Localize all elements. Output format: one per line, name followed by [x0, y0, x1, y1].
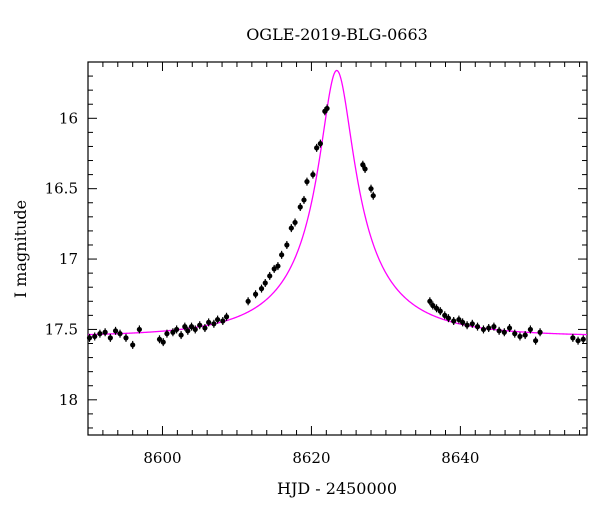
data-point: [245, 297, 251, 306]
data-point: [97, 329, 103, 338]
y-axis-label: I magnitude: [11, 200, 30, 298]
data-point: [197, 321, 203, 330]
data-point: [92, 332, 98, 341]
data-point: [486, 324, 492, 333]
data-point: [474, 322, 481, 331]
data-point: [506, 324, 513, 333]
data-point: [370, 191, 376, 200]
data-point: [107, 333, 113, 342]
data-point: [211, 319, 217, 328]
data-point: [182, 322, 188, 331]
data-point: [136, 325, 142, 334]
data-point: [86, 333, 93, 342]
data-point: [292, 218, 298, 227]
data-point: [262, 278, 268, 287]
data-point: [533, 336, 539, 345]
y-tick-label: 17: [59, 250, 78, 268]
x-axis-label: HJD - 2450000: [277, 479, 397, 498]
data-point: [117, 329, 123, 338]
data-point: [360, 160, 366, 169]
data-point: [570, 333, 576, 342]
data-point: [527, 325, 533, 334]
data-point: [427, 297, 433, 306]
data-point: [460, 318, 466, 327]
data-point: [512, 329, 518, 338]
chart-title: OGLE-2019-BLG-0663: [246, 25, 428, 44]
data-point: [156, 335, 163, 344]
data-point: [301, 195, 307, 204]
data-point: [252, 290, 259, 299]
data-point: [310, 170, 316, 179]
model-curve: [87, 69, 588, 336]
data-point: [288, 224, 294, 233]
data-point: [480, 325, 487, 334]
data-point: [491, 322, 497, 331]
data-point: [160, 338, 166, 347]
data-point: [522, 331, 528, 340]
plot-area: [87, 61, 588, 436]
data-point: [317, 139, 323, 148]
data-point: [123, 333, 129, 342]
data-point: [496, 326, 502, 335]
data-point: [433, 304, 440, 313]
data-point: [456, 315, 462, 324]
data-point: [258, 284, 265, 293]
data-point: [170, 328, 176, 337]
x-tick-label: 8600: [143, 449, 181, 467]
x-tick-label: 8640: [441, 449, 479, 467]
data-point: [442, 311, 448, 320]
plot-frame-rect: [87, 61, 588, 436]
data-point: [223, 312, 230, 321]
data-point: [575, 336, 581, 345]
data-point: [267, 271, 273, 280]
data-point: [445, 314, 452, 323]
data-point: [202, 324, 208, 333]
y-tick-label: 18: [59, 391, 78, 409]
data-point: [185, 326, 191, 335]
data-point: [517, 332, 523, 341]
data-point: [464, 321, 470, 330]
data-point: [362, 164, 368, 173]
data-point: [206, 318, 212, 327]
data-point: [580, 335, 586, 344]
y-tick-label: 17.5: [45, 320, 78, 338]
x-tick-label: 8620: [292, 449, 330, 467]
y-tick-label: 16: [59, 109, 78, 127]
data-point: [178, 331, 184, 340]
data-point: [304, 177, 310, 186]
data-point: [284, 240, 290, 249]
data-point: [501, 328, 507, 337]
data-point: [112, 326, 119, 335]
data-point: [279, 250, 285, 259]
data-point: [314, 143, 320, 152]
data-point: [174, 325, 180, 334]
data-point: [275, 262, 281, 271]
y-tick-label: 16.5: [45, 180, 78, 198]
data-point: [451, 316, 457, 325]
data-point: [437, 307, 443, 316]
data-point: [430, 301, 436, 310]
data-point: [324, 104, 330, 113]
data-point: [271, 264, 277, 273]
data-point: [368, 184, 374, 193]
axis-ticks: [87, 62, 587, 435]
data-point: [469, 319, 475, 328]
axis-tick-labels: 8600 8620 8640 16 16.5 17 17.5 18: [45, 109, 480, 467]
data-point: [537, 328, 543, 337]
data-points: [86, 104, 586, 349]
data-point: [130, 340, 136, 349]
data-point: [297, 202, 303, 211]
data-point: [188, 322, 195, 331]
data-point: [192, 325, 198, 334]
data-point: [214, 315, 221, 324]
data-point: [220, 316, 226, 325]
data-point: [102, 328, 108, 337]
data-point: [164, 329, 170, 338]
